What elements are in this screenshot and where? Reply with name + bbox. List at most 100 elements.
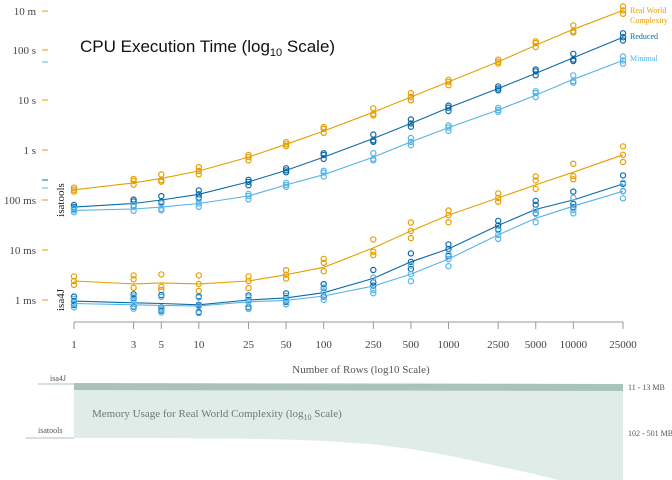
memory-title-end: Scale) — [312, 408, 343, 420]
data-point — [407, 93, 415, 101]
data-point — [282, 168, 290, 176]
data-point — [445, 102, 452, 109]
data-point — [619, 195, 627, 202]
data-point — [495, 194, 502, 202]
data-point — [532, 173, 539, 180]
data-point — [445, 78, 452, 86]
data-point — [570, 210, 577, 217]
data-point — [445, 104, 452, 111]
data-point — [532, 88, 539, 95]
x-tick-label: 25 — [243, 339, 255, 351]
memory-panel-title: Memory Usage for Real World Complexity (… — [92, 408, 342, 422]
y-tick-label: 10 m — [14, 6, 37, 18]
data-point — [282, 301, 290, 308]
data-point — [320, 259, 327, 266]
data-point — [570, 22, 577, 29]
data-point — [495, 87, 502, 94]
series-line — [73, 9, 624, 191]
data-point — [619, 30, 627, 37]
data-point — [445, 251, 452, 258]
memory-label-isa4j: isa4J — [50, 374, 66, 383]
data-point — [195, 194, 202, 201]
data-point — [130, 272, 137, 279]
data-point — [158, 283, 165, 290]
data-point — [70, 273, 78, 280]
data-point — [619, 34, 627, 41]
y-tick-label: 1 s — [23, 145, 36, 157]
y-tick-label: 1 ms — [15, 295, 36, 307]
data-point — [195, 287, 202, 295]
series-line — [73, 154, 624, 285]
legend-label: Minimal — [630, 54, 658, 63]
chart-title-main: CPU Execution Time (log — [80, 37, 270, 56]
data-point — [195, 187, 202, 194]
data-point — [495, 60, 502, 67]
data-point — [495, 83, 502, 90]
x-axis: 1 3 5 10 25 50 100 250 500 1000 2500 5000 10000 25000 — [71, 321, 637, 351]
data-point — [320, 123, 327, 131]
data-point — [532, 206, 539, 214]
data-point — [532, 66, 539, 73]
data-point — [195, 294, 202, 301]
data-point — [158, 178, 165, 185]
data-point — [407, 219, 415, 226]
data-point — [445, 241, 452, 248]
data-point — [407, 227, 415, 235]
data-point — [570, 79, 577, 86]
data-point — [195, 302, 202, 310]
data-point — [445, 263, 452, 270]
memory-label-isatools: isatools — [38, 426, 62, 435]
data-point — [70, 295, 78, 303]
data-point — [495, 56, 502, 63]
data-point — [245, 305, 252, 313]
data-point — [619, 158, 627, 166]
data-point — [407, 120, 415, 127]
data-point — [282, 297, 290, 304]
data-point — [195, 196, 202, 203]
memory-band-isatools — [74, 390, 623, 480]
data-point — [619, 3, 627, 10]
data-point — [495, 104, 502, 112]
series-line — [73, 190, 624, 307]
data-point — [532, 185, 539, 192]
data-point — [130, 201, 137, 209]
data-point — [245, 176, 252, 183]
data-point — [158, 293, 165, 301]
data-point — [195, 167, 202, 175]
data-point — [407, 250, 415, 257]
data-point — [320, 167, 327, 174]
data-point — [70, 300, 78, 307]
x-tick-label: 100 — [315, 339, 332, 351]
data-point — [407, 278, 415, 285]
data-point — [407, 134, 415, 142]
memory-range-isatools: 102 - 501 MB — [628, 429, 672, 438]
data-point — [320, 288, 327, 295]
data-point — [495, 190, 502, 197]
data-point — [619, 37, 627, 44]
data-point — [158, 207, 165, 214]
data-point — [158, 271, 165, 278]
data-point — [195, 203, 202, 210]
legend-label: Real World — [630, 6, 666, 15]
data-point — [570, 50, 577, 58]
data-point — [495, 231, 502, 239]
y-tick-label: 100 s — [12, 45, 36, 57]
data-point — [320, 281, 327, 288]
series-layer — [70, 3, 627, 317]
data-point — [245, 178, 252, 186]
x-tick-label: 10 — [193, 339, 205, 351]
data-point — [445, 255, 452, 263]
series-line — [73, 36, 624, 208]
data-point — [407, 270, 415, 278]
x-axis-label: Number of Rows (log10 Scale) — [292, 364, 430, 376]
x-tick-label: 500 — [403, 339, 420, 351]
data-point — [407, 234, 415, 242]
data-point — [282, 183, 290, 190]
memory-title-main: Memory Usage for Real World Complexity (… — [92, 408, 304, 420]
data-point — [282, 275, 290, 282]
data-point — [619, 143, 627, 150]
data-point — [570, 57, 577, 65]
data-point — [245, 294, 252, 301]
series-line — [73, 59, 624, 211]
data-point — [70, 188, 78, 195]
